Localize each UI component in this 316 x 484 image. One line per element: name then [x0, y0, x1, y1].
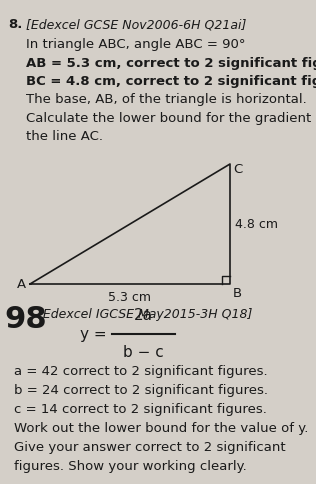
Text: 5.3 cm: 5.3 cm	[108, 290, 151, 303]
Text: 4.8 cm: 4.8 cm	[235, 218, 278, 231]
Text: [Edexcel GCSE Nov2006-6H Q21ai]: [Edexcel GCSE Nov2006-6H Q21ai]	[26, 18, 246, 31]
Text: B: B	[233, 287, 242, 300]
Text: 2a: 2a	[134, 307, 153, 322]
Text: 8.: 8.	[8, 18, 22, 31]
Text: Work out the lower bound for the value of y.: Work out the lower bound for the value o…	[14, 421, 308, 434]
Text: The base, AB, of the triangle is horizontal.: The base, AB, of the triangle is horizon…	[26, 93, 307, 106]
Text: BC = 4.8 cm, correct to 2 significant figures.: BC = 4.8 cm, correct to 2 significant fi…	[26, 75, 316, 88]
Text: [Edexcel IGCSE May2015-3H Q18]: [Edexcel IGCSE May2015-3H Q18]	[38, 307, 252, 320]
Text: AB = 5.3 cm, correct to 2 significant figures.: AB = 5.3 cm, correct to 2 significant fi…	[26, 56, 316, 69]
Text: C: C	[233, 163, 242, 176]
Text: Give your answer correct to 2 significant: Give your answer correct to 2 significan…	[14, 440, 286, 453]
Text: a = 42 correct to 2 significant figures.: a = 42 correct to 2 significant figures.	[14, 364, 268, 377]
Text: y =: y =	[80, 327, 106, 342]
Text: c = 14 correct to 2 significant figures.: c = 14 correct to 2 significant figures.	[14, 402, 267, 415]
Text: b = 24 correct to 2 significant figures.: b = 24 correct to 2 significant figures.	[14, 383, 268, 396]
Text: b − c: b − c	[123, 344, 164, 359]
Text: In triangle ABC, angle ABC = 90°: In triangle ABC, angle ABC = 90°	[26, 38, 246, 51]
Text: Calculate the lower bound for the gradient of: Calculate the lower bound for the gradie…	[26, 112, 316, 125]
Text: the line AC.: the line AC.	[26, 130, 103, 143]
Text: 98: 98	[4, 304, 47, 333]
Text: A: A	[17, 278, 26, 291]
Text: figures. Show your working clearly.: figures. Show your working clearly.	[14, 459, 247, 472]
